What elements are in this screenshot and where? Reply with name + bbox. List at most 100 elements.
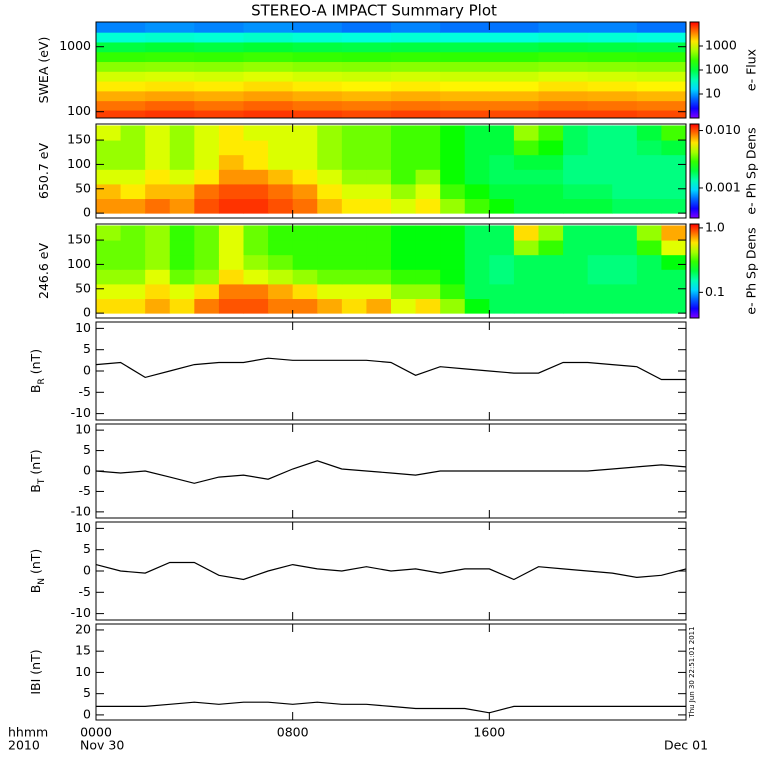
- heatmap-cell: [587, 254, 613, 270]
- heatmap-cell: [587, 90, 638, 102]
- heatmap-cell: [194, 254, 220, 270]
- x-axis-label: 2010: [8, 738, 40, 753]
- heatmap-cell: [489, 71, 539, 82]
- heatmap-cell: [194, 198, 220, 214]
- heatmap-cell: [366, 283, 392, 300]
- heatmap-cell: [145, 269, 171, 285]
- heatmap-cell: [292, 81, 343, 92]
- y-axis-label-text: (nT): [28, 449, 43, 478]
- heatmap-cell: [120, 298, 146, 314]
- heatmap-cell: [391, 22, 441, 33]
- heatmap-cell: [440, 125, 466, 141]
- colorbar: [689, 123, 700, 219]
- y-axis-label-text: (nT): [28, 349, 43, 378]
- heatmap-cell: [538, 32, 589, 43]
- heatmap-cell: [96, 81, 146, 92]
- heatmap-cell: [218, 140, 244, 156]
- y-axis-label: IBI (nT): [28, 649, 43, 694]
- heatmap-cell: [96, 90, 146, 102]
- heatmap-cell: [661, 183, 686, 200]
- heatmap-cell: [636, 269, 662, 285]
- heatmap-cell: [563, 298, 589, 314]
- heatmap-cell: [440, 32, 490, 43]
- heatmap-cell: [169, 125, 195, 141]
- heatmap-cell: [292, 125, 318, 141]
- heatmap-cell: [612, 154, 638, 170]
- y-tick-label: 10: [75, 320, 91, 335]
- heatmap-cell: [538, 125, 564, 141]
- heatmap-cell: [391, 61, 441, 72]
- heatmap-cell: [489, 110, 539, 118]
- y-axis-label-text: 246.6 eV: [36, 243, 51, 299]
- heatmap-cell: [464, 298, 490, 314]
- heatmap-cell: [587, 225, 613, 241]
- heatmap-cell: [440, 110, 490, 118]
- heatmap-cell: [636, 81, 686, 92]
- heatmap-cell: [513, 140, 539, 156]
- heatmap-cell: [391, 90, 441, 102]
- heatmap-cell: [96, 51, 146, 63]
- heatmap-cell: [96, 41, 146, 53]
- heatmap-cell: [341, 125, 367, 141]
- x-date-label: Dec 01: [664, 738, 708, 753]
- y-tick-label: 50: [75, 180, 91, 195]
- heatmap-cell: [636, 125, 662, 141]
- heatmap-cell: [292, 154, 318, 170]
- heatmap-cell: [194, 110, 244, 118]
- heatmap-cell: [464, 140, 490, 156]
- y-axis-label: SWEA (eV): [36, 37, 51, 104]
- heatmap-cell: [391, 298, 417, 314]
- heatmap-cell: [243, 154, 269, 170]
- heatmap-cell: [440, 283, 466, 300]
- heatmap-cell: [636, 225, 662, 241]
- heatmap-cell: [292, 198, 318, 214]
- heatmap-cell: [169, 169, 195, 185]
- heatmap-cell: [391, 254, 417, 270]
- heatmap-cell: [96, 140, 122, 156]
- heatmap-cell: [538, 61, 589, 72]
- heatmap-cell: [538, 198, 564, 214]
- y-tick-label: 100: [67, 103, 91, 118]
- heatmap-cell: [268, 198, 294, 214]
- y-axis-label-text: (nT): [28, 549, 43, 578]
- heatmap-cell: [317, 283, 343, 300]
- heatmap-cell: [538, 183, 564, 200]
- y-tick-label: 5: [83, 685, 91, 700]
- heatmap-cell: [194, 32, 244, 43]
- heatmap-cell: [391, 198, 417, 214]
- heatmap-cell: [145, 183, 171, 200]
- heatmap-cell: [636, 169, 662, 185]
- heatmap-cell: [268, 269, 294, 285]
- heatmap-cell: [415, 198, 441, 214]
- heatmap-cell: [292, 225, 318, 241]
- heatmap-cell: [194, 22, 244, 33]
- heatmap-cell: [341, 140, 367, 156]
- heatmap-cell: [464, 125, 490, 141]
- heatmap-cell: [587, 110, 638, 118]
- heatmap-cell: [489, 269, 515, 285]
- heatmap-cell: [366, 140, 392, 156]
- heatmap-cell: [513, 169, 539, 185]
- heatmap-cell: [292, 269, 318, 285]
- heatmap-cell: [169, 269, 195, 285]
- heatmap-cell: [96, 125, 122, 141]
- heatmap-cell: [489, 22, 539, 33]
- heatmap-cell: [489, 140, 515, 156]
- heatmap-cell: [440, 71, 490, 82]
- y-axis-label: BT (nT): [28, 449, 47, 492]
- heatmap-cell: [563, 169, 589, 185]
- heatmap-cell: [341, 269, 367, 285]
- heatmap-cell: [243, 269, 269, 285]
- heatmap-cell: [366, 154, 392, 170]
- heatmap-cell: [194, 154, 220, 170]
- heatmap-cell: [341, 154, 367, 170]
- y-tick-label: 5: [83, 341, 91, 356]
- y-tick-label: -5: [79, 384, 91, 399]
- heatmap-cell: [587, 22, 638, 33]
- heatmap-cell: [243, 298, 269, 314]
- heatmap-cell: [243, 81, 294, 92]
- heatmap-cell: [292, 41, 343, 53]
- y-axis-label: BR (nT): [28, 349, 47, 393]
- heatmap-cell: [218, 183, 244, 200]
